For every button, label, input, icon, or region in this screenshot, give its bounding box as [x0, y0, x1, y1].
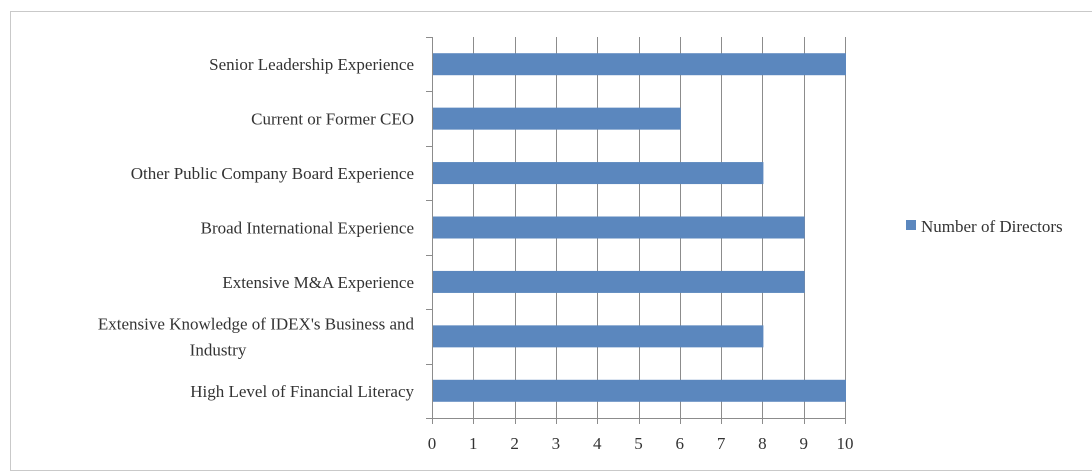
bars	[433, 53, 846, 402]
category-label: Senior Leadership Experience	[209, 55, 414, 74]
category-label: Current or Former CEO	[251, 110, 414, 129]
category-label: Extensive M&A Experience	[222, 273, 414, 292]
bar	[433, 379, 846, 402]
bar	[433, 162, 764, 185]
legend: Number of Directors	[906, 217, 1063, 236]
category-label: Other Public Company Board Experience	[131, 164, 414, 183]
axes	[426, 37, 846, 424]
category-labels: Senior Leadership Experience Current or F…	[98, 55, 415, 401]
category-label: Broad International Experience	[201, 219, 414, 238]
x-tick-label: 9	[799, 434, 808, 453]
bar	[433, 216, 805, 239]
legend-label: Number of Directors	[921, 217, 1063, 236]
x-tick-label: 10	[837, 434, 854, 453]
bar	[433, 53, 846, 76]
x-tick-labels: 0 1 2 3 4 5 6 7 8 9 10	[428, 434, 854, 453]
bar	[433, 325, 764, 348]
x-tick-label: 5	[634, 434, 643, 453]
category-label: Industry	[190, 340, 247, 359]
x-tick-label: 1	[469, 434, 478, 453]
bar	[433, 270, 805, 293]
category-label: High Level of Financial Literacy	[190, 382, 414, 401]
x-tick-label: 4	[593, 434, 602, 453]
x-tick-label: 3	[552, 434, 561, 453]
x-tick-label: 2	[510, 434, 519, 453]
bar	[433, 107, 681, 130]
x-tick-label: 0	[428, 434, 437, 453]
legend-swatch	[906, 220, 916, 230]
x-tick-label: 8	[758, 434, 767, 453]
x-tick-label: 6	[676, 434, 685, 453]
x-tick-label: 7	[717, 434, 726, 453]
category-label: Extensive Knowledge of IDEX's Business a…	[98, 314, 415, 333]
